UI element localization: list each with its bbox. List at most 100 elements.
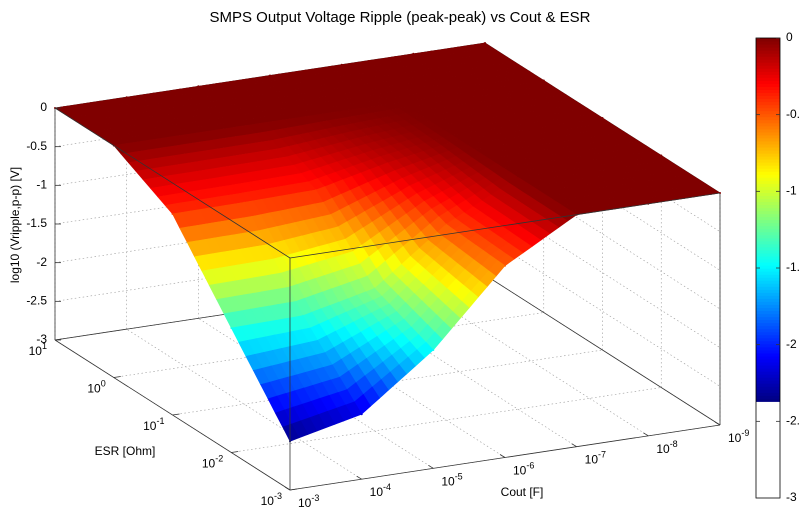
colorbar-segment	[756, 213, 780, 218]
x-tick	[714, 421, 721, 426]
colorbar-segment	[756, 207, 780, 212]
colorbar-segment	[756, 392, 780, 396]
surface	[54, 42, 721, 443]
x-tick-label: 10-8	[656, 439, 677, 456]
y-tick-label: 10-1	[143, 416, 164, 433]
x-tick	[571, 443, 577, 448]
colorbar-segment	[756, 355, 780, 360]
x-tick-label: 10-7	[585, 450, 606, 467]
x-tick	[284, 486, 291, 491]
colorbar-segment	[756, 246, 780, 251]
y-tick	[54, 338, 63, 341]
x-tick	[428, 464, 434, 469]
colorbar-segment	[756, 156, 780, 160]
colorbar-tick-label: -0.5	[786, 107, 800, 121]
colorbar-segment	[756, 365, 780, 369]
colorbar-segment	[756, 216, 780, 221]
colorbar-segment	[756, 77, 780, 81]
colorbar-segment	[756, 128, 780, 133]
colorbar-segment	[756, 147, 780, 151]
colorbar-segment	[756, 359, 780, 363]
y-tick	[289, 488, 298, 491]
colorbar-segment	[756, 292, 780, 296]
colorbar-segment	[756, 237, 780, 242]
axes-box	[289, 192, 721, 259]
colorbar-segment	[756, 301, 780, 305]
colorbar-segment	[756, 398, 780, 402]
colorbar-segment	[756, 219, 780, 224]
colorbar-segment	[756, 204, 780, 209]
colorbar-tick-label: -1.5	[786, 260, 800, 274]
colorbar-segment	[756, 349, 780, 354]
colorbar-segment	[756, 346, 780, 351]
x-tick-label: 10-4	[370, 483, 391, 500]
colorbar-segment	[756, 274, 780, 278]
grid-line	[198, 318, 434, 469]
colorbar-segment	[756, 253, 780, 257]
y-axis-label: ESR [Ohm]	[95, 444, 156, 458]
axes-box	[484, 274, 721, 426]
colorbar-segment	[756, 159, 780, 163]
colorbar-segment	[756, 86, 780, 90]
colorbar-segment	[756, 262, 780, 266]
colorbar-segment	[756, 298, 780, 302]
colorbar-segment	[756, 74, 780, 78]
colorbar-segment	[756, 249, 780, 254]
colorbar-segment	[756, 80, 780, 84]
colorbar-segment	[756, 210, 780, 215]
x-tick	[356, 475, 362, 480]
surface-vertex	[504, 264, 506, 267]
colorbar-segment	[756, 98, 780, 103]
x-tick-label: 10-5	[441, 472, 462, 489]
colorbar-segment	[756, 307, 780, 312]
y-tick-label: 10-2	[202, 454, 223, 471]
z-tick-label: -2	[36, 255, 47, 269]
x-tick-label: 10-6	[513, 461, 534, 478]
colorbar-segment	[756, 331, 780, 336]
colorbar-segment	[756, 95, 780, 100]
colorbar-segment	[756, 271, 780, 275]
x-tick	[499, 454, 506, 458]
colorbar-segment	[756, 310, 780, 315]
colorbar-segment	[756, 280, 780, 284]
grid-line	[484, 81, 721, 232]
colorbar-segment	[756, 368, 780, 372]
colorbar-segment	[756, 134, 780, 139]
surface-vertex	[360, 413, 363, 416]
colorbar-segment	[756, 277, 780, 281]
y-tick-label: 10-3	[261, 491, 282, 508]
colorbar-segment	[756, 316, 780, 321]
chart-title: SMPS Output Voltage Ripple (peak-peak) v…	[209, 9, 590, 26]
colorbar-segment	[756, 304, 780, 309]
surface-vertex	[432, 349, 435, 351]
y-tick-label: 101	[29, 341, 47, 358]
z-tick-label: -0.5	[26, 139, 47, 153]
colorbar-segment	[756, 371, 780, 375]
colorbar-segment	[756, 110, 780, 115]
colorbar-segment	[756, 101, 780, 106]
colorbar-tick-label: -2.5	[786, 414, 800, 428]
colorbar-segment	[756, 313, 780, 318]
colorbar-segment	[756, 340, 780, 345]
colorbar-segment	[756, 71, 780, 75]
surface-patch	[282, 423, 300, 442]
y-tick	[113, 376, 121, 378]
grid-line	[484, 158, 721, 310]
colorbar-segment	[756, 41, 780, 45]
colorbar-segment	[756, 83, 780, 87]
colorbar-segment	[756, 177, 780, 181]
colorbar-segment	[756, 389, 780, 393]
colorbar-tick-label: -1	[786, 184, 797, 198]
colorbar-segment	[756, 107, 780, 112]
colorbar-segment	[756, 325, 780, 330]
y-tick	[172, 413, 180, 416]
colorbar-segment	[756, 168, 780, 172]
colorbar-segment	[756, 186, 780, 190]
grid-line	[484, 120, 721, 271]
colorbar-segment	[756, 383, 780, 387]
colorbar-segment	[756, 265, 780, 269]
colorbar-segment	[756, 256, 780, 260]
z-tick-label: -1	[36, 178, 47, 192]
colorbar-segment	[756, 362, 780, 366]
